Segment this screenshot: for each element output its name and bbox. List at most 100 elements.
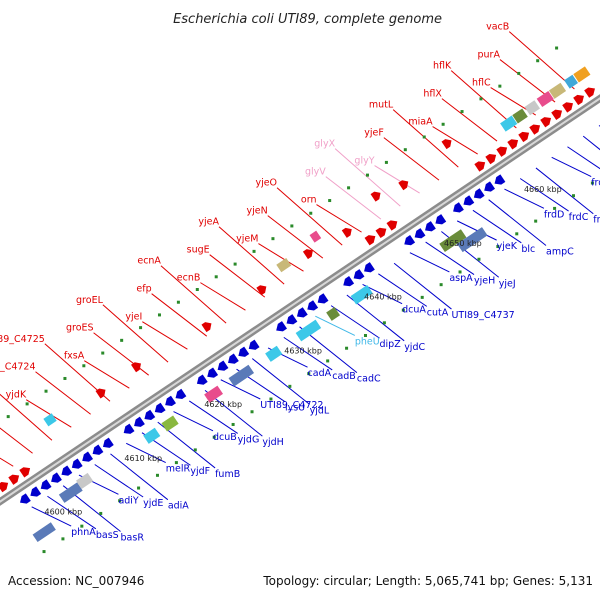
feature-box-rect (536, 90, 554, 108)
leader-line (393, 262, 452, 310)
forward-gene-arrow (375, 227, 387, 239)
scale-tick (44, 389, 48, 393)
leader-line (126, 442, 166, 463)
forward-gene-arrow (540, 117, 552, 128)
leader-line (276, 187, 343, 246)
reverse-gene-arrow (196, 374, 208, 385)
gene-label-basr: basR (121, 532, 145, 543)
kbp-label: 4650 kbp (444, 239, 482, 248)
feature-box-rect (326, 306, 341, 321)
reverse-gene-arrow-shape (217, 360, 229, 371)
kbp-label: 4660 kbp (524, 185, 562, 194)
scale-tick (176, 300, 180, 304)
forward-gene-arrow-shape (529, 124, 541, 135)
gene-label-hflk: hflK (433, 61, 452, 72)
forward-gene-arrow (496, 146, 508, 157)
gene-label-cada: cadA (308, 368, 332, 379)
forward-gene-arrow (386, 220, 398, 231)
scale-tick (384, 160, 388, 164)
reverse-gene-arrow (165, 395, 176, 407)
leader-line (102, 304, 169, 363)
gene-label-uti89_c4724: UTI89_C4724 (0, 362, 36, 373)
reverse-gene-arrow-shape (102, 437, 114, 448)
forward-gene-arrow-shape (302, 249, 313, 260)
reverse-gene-arrow (296, 307, 308, 318)
genome-backbone (0, 94, 600, 506)
scale-tick (422, 135, 426, 139)
leader-line (258, 243, 304, 272)
gene-label-cadb: cadB (332, 371, 356, 382)
gene-label-miaa: miaA (408, 117, 433, 128)
scale-tick (139, 326, 143, 330)
feature-box-rect (350, 284, 373, 305)
forward-gene-arrow-shape (518, 131, 530, 143)
forward-gene-arrow-shape (0, 481, 9, 493)
leader-line (151, 293, 208, 337)
reverse-gene-arrow (82, 451, 94, 462)
feature-box-rect (204, 385, 224, 403)
feature-box (76, 472, 94, 489)
scale-tick (345, 346, 349, 350)
forward-gene-arrow (95, 388, 106, 399)
scale-tick (326, 359, 330, 363)
forward-gene-arrow-shape (256, 285, 267, 296)
gene-label-hflx: hflX (423, 89, 442, 100)
forward-gene-arrow-shape (573, 94, 584, 106)
reverse-gene-arrow (207, 367, 219, 378)
gene-label-hflc: hflC (472, 78, 491, 89)
forward-gene-arrow-shape (375, 227, 387, 239)
forward-gene-arrow (398, 180, 409, 191)
kbp-labels: 4600 kbp 4610 kbp 4620 kbp 4630 kbp 4640 kbp… (45, 185, 562, 516)
gene-label-dcua: dcuA (402, 305, 426, 316)
reverse-gene-arrow-shape (404, 235, 416, 246)
gene-label-cuta: cutA (427, 307, 449, 318)
kbp-label: 4620 kbp (204, 400, 242, 409)
leader-line (267, 215, 324, 259)
reverse-gene-arrow-shape (296, 307, 308, 318)
scale-tick (6, 415, 10, 419)
feature-box (295, 319, 322, 342)
reverse-gene-arrow-shape (92, 444, 104, 455)
gene-label-adiy: adiY (118, 495, 138, 506)
scale-tick (590, 181, 594, 185)
scale-tick (195, 288, 199, 292)
forward-gene-arrow-shape (341, 227, 352, 238)
forward-gene-arrow (551, 109, 563, 120)
scale-tick (420, 295, 424, 299)
gene-label-melr: melR (166, 464, 191, 475)
reverse-gene-arrow (473, 188, 485, 199)
feature-box (58, 482, 83, 503)
feature-box-rect (500, 115, 518, 132)
forward-gene-arrow-shape (131, 362, 141, 373)
feature-box-rect (564, 74, 579, 89)
leader-line (220, 379, 261, 400)
reverse-gene-arrow (414, 228, 426, 239)
scale-tick (271, 237, 275, 241)
scale-tick (403, 148, 407, 152)
feature-box-rect (439, 229, 467, 253)
feature-box-rect (512, 108, 528, 124)
leader-line (0, 457, 14, 467)
gene-label-glyv: glyV (305, 167, 326, 178)
gene-label-dcub: dcuB (213, 432, 237, 443)
gene-label-frdc: frdC (569, 212, 589, 223)
gene-label-fxsa: fxsA (64, 351, 85, 362)
gene-label-yjef: yjeF (364, 128, 384, 139)
reverse-gene-arrow (175, 388, 187, 400)
kbp-label: 4630 kbp (284, 346, 322, 355)
forward-gene-arrow (364, 235, 376, 246)
gene-label-uti89_c4722: UTI89_C4722 (260, 400, 323, 411)
leader-line (425, 241, 475, 275)
gene-label-fumb: fumB (215, 469, 240, 480)
scale-ticks (6, 46, 594, 554)
scale-tick (534, 219, 538, 223)
forward-gene-arrow (562, 102, 574, 113)
reverse-gene-arrow-shape (144, 409, 156, 420)
scale-tick (42, 550, 46, 554)
gene-label-yjek: yjeK (497, 241, 518, 252)
forward-gene-arrow-shape (386, 220, 398, 231)
gene-label-ampc: ampC (546, 246, 574, 257)
scale-tick (347, 186, 351, 190)
